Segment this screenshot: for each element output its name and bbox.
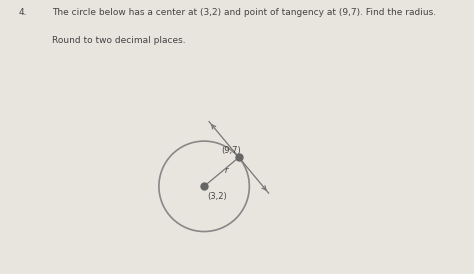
Text: Round to two decimal places.: Round to two decimal places.: [52, 36, 186, 45]
Text: (9,7): (9,7): [221, 146, 241, 155]
Text: The circle below has a center at (3,2) and point of tangency at (9,7). Find the : The circle below has a center at (3,2) a…: [52, 8, 436, 17]
Text: r: r: [225, 166, 228, 175]
Text: (3,2): (3,2): [207, 192, 227, 201]
Text: 4.: 4.: [19, 8, 27, 17]
